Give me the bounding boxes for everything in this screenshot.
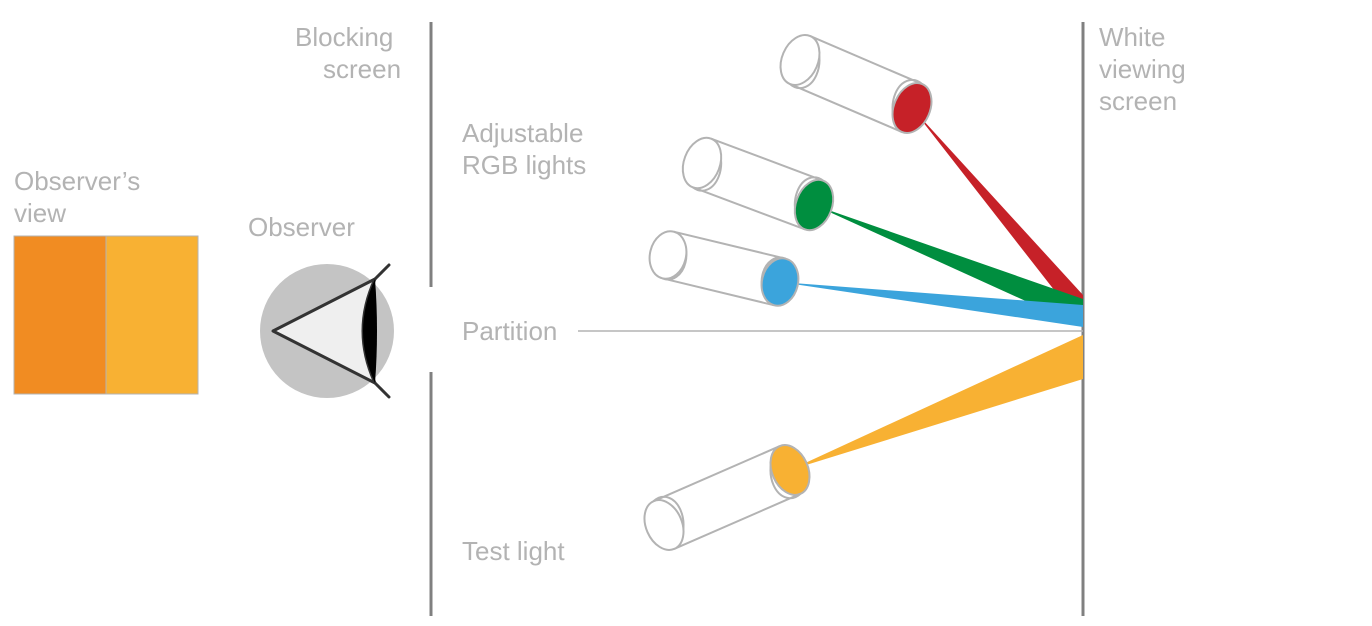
label-blocking-screen-2: screen xyxy=(323,54,401,84)
eye-lash-bottom xyxy=(375,383,389,397)
label-observer: Observer xyxy=(248,212,355,242)
tube-green xyxy=(676,132,840,235)
label-observers-view-2: view xyxy=(14,198,66,228)
tube-blue xyxy=(645,227,803,309)
tube-test-yellow xyxy=(637,439,817,556)
beam-test-yellow xyxy=(790,335,1083,470)
observers-view-left-swatch xyxy=(14,236,106,394)
label-test-light: Test light xyxy=(462,536,565,566)
label-white-screen-2: viewing xyxy=(1099,54,1186,84)
label-rgb-lights-1: Adjustable xyxy=(462,118,583,148)
label-white-screen-1: White xyxy=(1099,22,1165,52)
tube-red xyxy=(773,29,939,139)
label-white-screen-3: screen xyxy=(1099,86,1177,116)
label-blocking-screen-1: Blocking xyxy=(295,22,393,52)
observers-view-right-swatch xyxy=(106,236,198,394)
label-partition: Partition xyxy=(462,316,557,346)
label-observers-view-1: Observer’s xyxy=(14,166,140,196)
eye-lash-top xyxy=(375,265,389,279)
label-rgb-lights-2: RGB lights xyxy=(462,150,586,180)
